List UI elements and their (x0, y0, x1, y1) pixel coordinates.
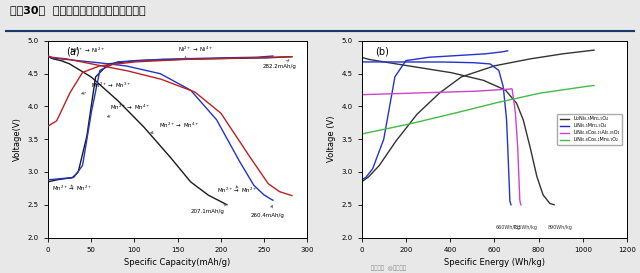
Legend: Li₂Ni₀.₅Mn₁.₅O₄, LiNi₀.₅Mn₁.₅O₄, LiNi₀.₈Co₀.₁₅Al₀.₀₅O₂, LiNi₀.₈Co₀.₁Mn₀.₁O₂: Li₂Ni₀.₅Mn₁.₅O₄, LiNi₀.₅Mn₁.₅O₄, LiNi₀.₈… (557, 114, 622, 145)
Text: Mn$^{2+}$$\to$ Mn$^{3+}$: Mn$^{2+}$$\to$ Mn$^{3+}$ (82, 81, 132, 94)
Text: 890Wh/kg: 890Wh/kg (547, 225, 572, 230)
Text: Mn$^{2+}$$\to$ Mn$^{4+}$: Mn$^{2+}$$\to$ Mn$^{4+}$ (151, 120, 199, 133)
Text: 660Wh/kg: 660Wh/kg (495, 225, 520, 230)
Text: 282.2mAh/g: 282.2mAh/g (262, 60, 296, 69)
X-axis label: Specific Energy (Wh/kg): Specific Energy (Wh/kg) (444, 258, 545, 267)
Text: 735Wh/kg: 735Wh/kg (513, 225, 538, 230)
Text: Ni$^{2+}$$\to$ Ni$^{4+}$: Ni$^{2+}$$\to$ Ni$^{4+}$ (178, 45, 213, 59)
Y-axis label: Voltage (V): Voltage (V) (327, 116, 336, 162)
Text: Mn$^{2+}$$\to$ Mn$^{2+}$: Mn$^{2+}$$\to$ Mn$^{2+}$ (52, 183, 93, 192)
Text: (a): (a) (66, 47, 80, 57)
Text: (b): (b) (375, 47, 388, 57)
Text: 资料来源  @未来智库: 资料来源 @未来智库 (371, 266, 406, 271)
Text: Ni$^{4+}$$\to$ Ni$^{2+}$: Ni$^{4+}$$\to$ Ni$^{2+}$ (61, 46, 105, 60)
Text: 207.1mAh/g: 207.1mAh/g (191, 204, 226, 213)
X-axis label: Specific Capacity(mAh/g): Specific Capacity(mAh/g) (124, 258, 231, 267)
Text: Mn$^{2+}$$\to$ Mn$^{2+}$: Mn$^{2+}$$\to$ Mn$^{2+}$ (218, 186, 258, 195)
Y-axis label: Voltage(V): Voltage(V) (13, 117, 22, 161)
Text: Mn$^{2+}$$\to$ Mn$^{4+}$: Mn$^{2+}$$\to$ Mn$^{4+}$ (108, 103, 150, 117)
Text: 图表30：  富锂镍锰酸锂的容量、能量性能: 图表30： 富锂镍锰酸锂的容量、能量性能 (10, 5, 145, 15)
Text: 260.4mAh/g: 260.4mAh/g (251, 206, 285, 218)
